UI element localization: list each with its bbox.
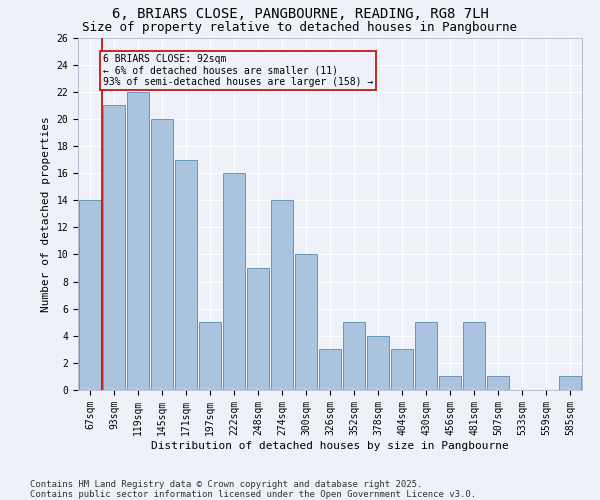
Bar bbox=[463, 322, 485, 390]
Bar bbox=[223, 173, 245, 390]
Bar bbox=[559, 376, 581, 390]
Bar bbox=[367, 336, 389, 390]
Text: 6, BRIARS CLOSE, PANGBOURNE, READING, RG8 7LH: 6, BRIARS CLOSE, PANGBOURNE, READING, RG… bbox=[112, 8, 488, 22]
X-axis label: Distribution of detached houses by size in Pangbourne: Distribution of detached houses by size … bbox=[151, 440, 509, 450]
Bar bbox=[271, 200, 293, 390]
Bar bbox=[439, 376, 461, 390]
Bar bbox=[319, 350, 341, 390]
Bar bbox=[79, 200, 101, 390]
Bar bbox=[295, 254, 317, 390]
Bar bbox=[151, 119, 173, 390]
Text: Size of property relative to detached houses in Pangbourne: Size of property relative to detached ho… bbox=[83, 21, 517, 34]
Bar bbox=[175, 160, 197, 390]
Bar bbox=[415, 322, 437, 390]
Bar bbox=[391, 350, 413, 390]
Y-axis label: Number of detached properties: Number of detached properties bbox=[41, 116, 51, 312]
Bar bbox=[487, 376, 509, 390]
Text: Contains HM Land Registry data © Crown copyright and database right 2025.
Contai: Contains HM Land Registry data © Crown c… bbox=[30, 480, 476, 499]
Bar bbox=[247, 268, 269, 390]
Bar bbox=[103, 106, 125, 390]
Bar bbox=[199, 322, 221, 390]
Bar bbox=[343, 322, 365, 390]
Bar bbox=[127, 92, 149, 390]
Text: 6 BRIARS CLOSE: 92sqm
← 6% of detached houses are smaller (11)
93% of semi-detac: 6 BRIARS CLOSE: 92sqm ← 6% of detached h… bbox=[103, 54, 373, 87]
